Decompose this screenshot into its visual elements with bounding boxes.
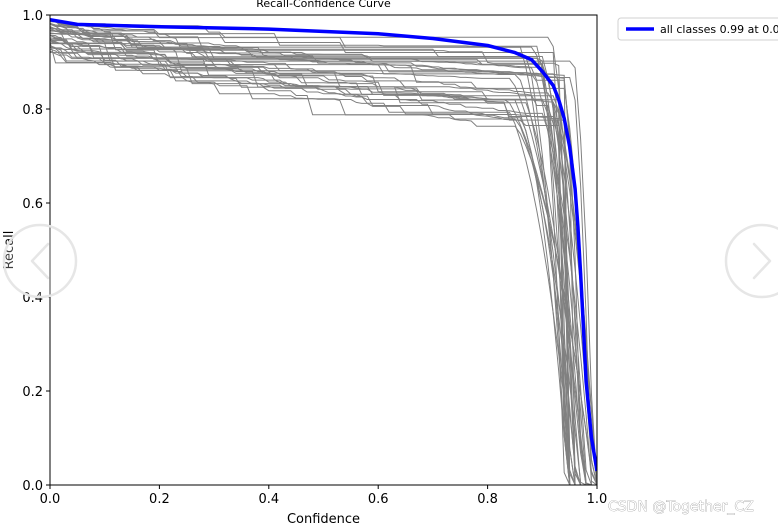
class-curve xyxy=(50,27,597,485)
chevron-left-icon xyxy=(30,242,50,280)
class-curve xyxy=(50,24,597,485)
y-tick-label: 0.6 xyxy=(22,197,43,212)
y-tick-label: 0.2 xyxy=(22,385,43,400)
x-tick-label: 0.6 xyxy=(368,492,389,507)
x-tick-label: 0.2 xyxy=(149,492,170,507)
x-tick-label: 0.8 xyxy=(477,492,498,507)
y-tick-label: 0.8 xyxy=(22,103,43,118)
class-curve xyxy=(50,23,597,485)
class-curve xyxy=(50,39,597,485)
class-curve xyxy=(50,37,597,485)
next-button-circle xyxy=(724,223,778,299)
class-curve xyxy=(50,19,597,485)
class-curve xyxy=(50,27,597,485)
y-axis-title: Recall xyxy=(2,231,17,270)
y-tick-label: 1.0 xyxy=(22,9,43,24)
axes-frame xyxy=(49,14,598,486)
class-curve xyxy=(50,41,597,485)
series-lines xyxy=(50,17,597,472)
class-curve xyxy=(50,40,597,485)
class-curve xyxy=(50,22,597,485)
class-curve xyxy=(50,46,597,485)
watermark: CSDN @Together_CZ xyxy=(608,499,754,515)
class-curve xyxy=(50,47,597,485)
next-image-button[interactable] xyxy=(724,223,778,299)
class-curve xyxy=(50,40,597,485)
legend-label: all classes 0.99 at 0.0 xyxy=(660,23,778,36)
class-curve xyxy=(50,25,597,485)
x-tick-label: 1.0 xyxy=(587,492,608,507)
previous-image-button[interactable] xyxy=(2,223,78,299)
x-tick-label: 0.4 xyxy=(258,492,279,507)
class-curve xyxy=(50,22,597,485)
chart-title: Recall-Confidence Curve xyxy=(256,0,391,10)
legend: all classes 0.99 at 0.0 xyxy=(617,17,778,41)
chevron-right-icon xyxy=(752,242,772,280)
x-tick-label: 0.0 xyxy=(40,492,61,507)
class-curve xyxy=(50,29,597,485)
x-axis-title: Confidence xyxy=(287,512,360,524)
class-curve xyxy=(50,40,597,485)
class-curve xyxy=(50,33,597,485)
class-curve xyxy=(50,51,597,485)
previous-button-circle xyxy=(2,223,78,299)
series-line-all-classes xyxy=(50,17,597,472)
class-curves xyxy=(50,18,597,485)
legend-box xyxy=(617,17,778,41)
class-curve xyxy=(50,42,597,485)
y-tick-label: 0.0 xyxy=(22,479,43,494)
x-axis: 0.0 0.2 0.4 0.6 0.8 1.0 xyxy=(40,485,608,507)
class-curve xyxy=(50,38,597,485)
class-curve xyxy=(50,43,597,485)
class-curve xyxy=(50,23,597,485)
